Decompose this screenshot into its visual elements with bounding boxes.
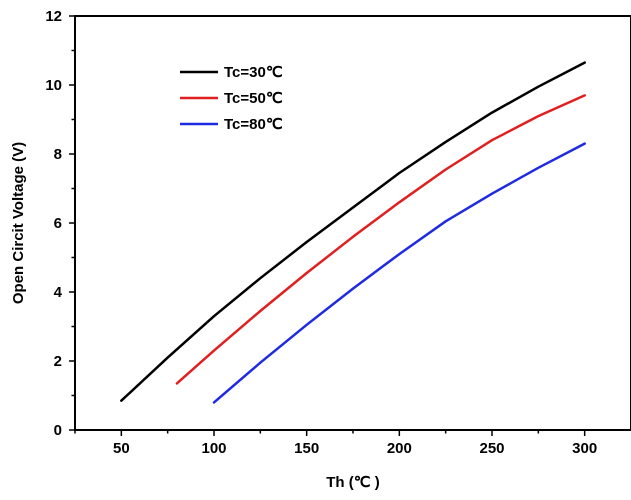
y-tick-label: 12 xyxy=(45,8,62,25)
legend-label-0: Tc=30℃ xyxy=(224,64,283,81)
y-axis-title: Open Circit Voltage (V) xyxy=(10,142,27,304)
axes: 50 100 150 200 250 300 0 2 4 6 8 10 12 xyxy=(45,8,597,457)
x-tick-label: 250 xyxy=(479,440,504,457)
x-tick-label: 50 xyxy=(113,440,130,457)
legend-label-1: Tc=50℃ xyxy=(224,90,283,107)
y-tick-label: 2 xyxy=(54,353,62,370)
legend-label-2: Tc=80℃ xyxy=(224,116,283,133)
series-line-0 xyxy=(120,61,586,402)
x-axis-title: Th (℃ ) xyxy=(326,474,380,491)
x-tick-label: 150 xyxy=(294,440,319,457)
x-tick-label: 200 xyxy=(387,440,412,457)
x-tick-label: 100 xyxy=(201,440,226,457)
y-tick-label: 4 xyxy=(54,284,63,301)
plot-lines xyxy=(120,61,586,404)
y-tick-label: 10 xyxy=(45,77,62,94)
y-tick-label: 6 xyxy=(54,215,62,232)
series-line-2 xyxy=(212,142,586,404)
legend: Tc=30℃ Tc=50℃ Tc=80℃ xyxy=(180,64,283,133)
x-tick-label: 300 xyxy=(572,440,597,457)
y-tick-label: 0 xyxy=(54,422,62,439)
series-line-1 xyxy=(175,94,586,385)
y-tick-label: 8 xyxy=(54,146,62,163)
